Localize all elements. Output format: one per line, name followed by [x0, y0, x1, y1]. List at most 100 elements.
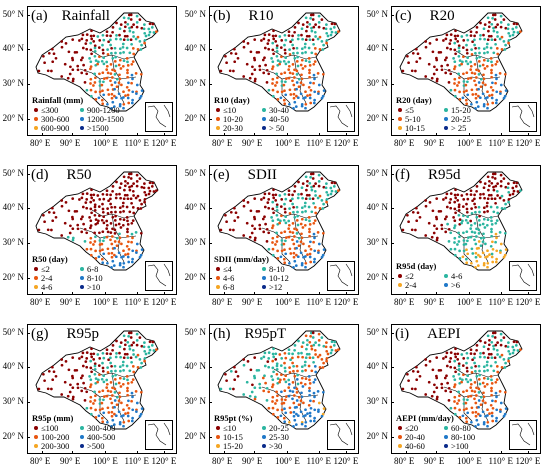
inset-coastline: [511, 264, 531, 287]
legend-item: 15-20: [216, 442, 243, 451]
station-point: [295, 246, 298, 250]
station-point: [272, 370, 275, 374]
station-point: [139, 253, 143, 257]
station-point: [313, 206, 317, 209]
station-point: [486, 218, 490, 222]
station-point: [301, 369, 304, 373]
station-point: [486, 197, 490, 201]
station-point: [491, 331, 495, 335]
station-point: [118, 104, 122, 108]
station-point: [267, 88, 271, 92]
station-point: [219, 69, 223, 73]
station-point: [449, 192, 453, 195]
station-point: [483, 51, 486, 55]
station-point: [307, 364, 311, 368]
legend-item: > 50: [262, 124, 284, 133]
station-point: [250, 390, 254, 394]
station-point: [101, 210, 105, 214]
inset-coastline: [527, 263, 535, 277]
station-point: [127, 16, 130, 20]
lat-tick: [209, 437, 212, 439]
station-point: [112, 105, 116, 108]
station-point: [308, 252, 312, 256]
station-point: [440, 223, 444, 227]
station-point: [297, 85, 301, 89]
station-point: [466, 252, 470, 256]
station-point: [312, 25, 316, 29]
station-point: [265, 399, 269, 402]
station-point: [511, 33, 515, 37]
station-point: [76, 386, 80, 390]
station-point: [496, 353, 499, 356]
lat-tick-label: 20° N: [366, 272, 388, 283]
station-point: [102, 374, 106, 378]
station-point: [97, 255, 101, 259]
legend-swatch: [34, 285, 38, 289]
station-point: [105, 64, 109, 68]
station-point: [114, 373, 117, 377]
lat-tick-label: 50° N: [366, 9, 388, 20]
station-point: [318, 35, 322, 39]
station-point: [258, 386, 262, 390]
station-point: [115, 244, 119, 248]
station-point: [118, 232, 121, 236]
station-point: [271, 94, 275, 98]
station-point: [130, 360, 133, 364]
station-point: [443, 58, 447, 62]
lon-tick-label: 110° E: [306, 456, 332, 466]
station-point: [118, 206, 122, 210]
station-point: [449, 390, 453, 394]
station-point: [300, 263, 304, 267]
station-point: [474, 46, 477, 50]
station-point: [125, 216, 129, 219]
station-point: [493, 13, 497, 17]
station-point: [486, 265, 489, 269]
station-point: [502, 358, 506, 361]
station-point: [114, 196, 118, 200]
station-point: [475, 259, 479, 263]
lat-tick: [391, 207, 394, 209]
station-point: [283, 366, 287, 370]
station-point: [233, 60, 237, 64]
station-point: [98, 373, 101, 377]
station-point: [454, 370, 457, 374]
station-point: [262, 71, 266, 75]
station-point: [474, 92, 478, 96]
station-point: [64, 42, 68, 45]
station-point: [283, 248, 286, 252]
station-point: [270, 57, 273, 60]
station-point: [136, 35, 140, 39]
station-point: [440, 227, 444, 231]
legend-label: ≤20: [405, 423, 419, 433]
station-point: [407, 61, 410, 65]
station-point: [494, 380, 498, 384]
station-point: [113, 246, 116, 250]
station-point: [143, 41, 146, 45]
legend-label: 10-15: [405, 123, 425, 133]
legend-item: ≤10: [216, 424, 236, 433]
station-point: [132, 211, 136, 215]
south-china-sea-inset: [327, 261, 355, 291]
station-point: [89, 366, 93, 370]
station-point: [503, 390, 507, 394]
lat-tick: [209, 119, 212, 121]
station-point: [263, 364, 267, 368]
station-point: [304, 261, 308, 265]
station-point: [280, 214, 283, 218]
lon-tick: [105, 133, 106, 136]
station-point: [430, 394, 434, 398]
legend-label: 15-20: [223, 441, 243, 451]
station-point: [453, 48, 457, 52]
station-point: [478, 355, 482, 359]
station-point: [324, 27, 328, 31]
station-point: [122, 59, 126, 63]
station-point: [138, 40, 142, 43]
station-point: [465, 361, 468, 365]
station-point: [106, 207, 109, 210]
station-point: [115, 34, 118, 37]
station-point: [114, 51, 117, 55]
station-point: [101, 43, 104, 47]
station-point: [473, 231, 477, 234]
station-point: [280, 39, 284, 42]
lon-tick: [163, 133, 165, 136]
